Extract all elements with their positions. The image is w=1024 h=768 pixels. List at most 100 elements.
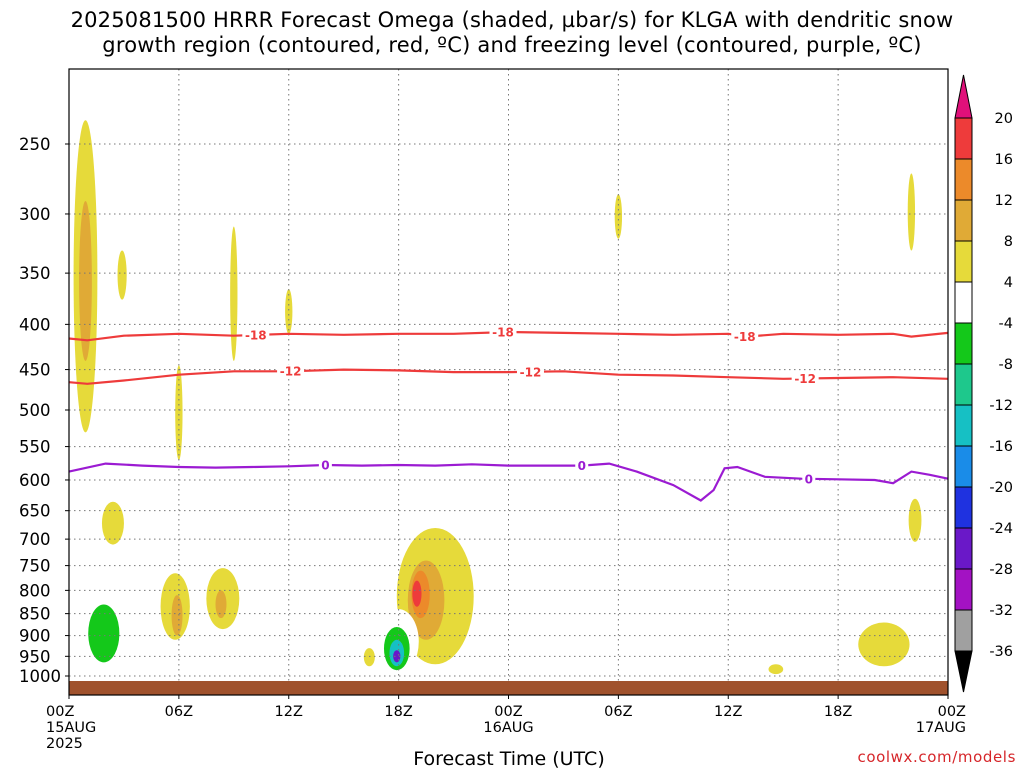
y-tick-label-900: 900	[19, 627, 51, 646]
contours: -18 -18 -18 -12 -12 -12 0 0 0	[68, 325, 949, 502]
contour-label-2-1: 0	[578, 459, 586, 473]
colorbar-segment-3	[954, 240, 973, 283]
x-axis-title: Forecast Time (UTC)	[413, 748, 604, 768]
contour-label-bg	[802, 471, 816, 486]
colorbar-segment-7	[954, 404, 973, 447]
omega-area-4	[285, 289, 293, 334]
colorbar-segment-9	[954, 486, 973, 529]
contour-line-2	[68, 462, 949, 502]
colorbar-under-arrow	[954, 650, 973, 693]
omega-area-15	[261, 613, 280, 657]
contour-label-0-1: -18	[492, 326, 514, 340]
colorbar-label-9: -20	[989, 480, 1013, 496]
terrain-surface	[69, 681, 948, 695]
x-tick-label-12-0: 12Z	[275, 704, 303, 720]
omega-area-31	[768, 664, 784, 675]
contour-label-0-0: -18	[245, 328, 267, 342]
colorbar-segment-12	[954, 609, 973, 652]
colorbar-label-12: -32	[989, 603, 1013, 619]
omega-shading	[73, 120, 952, 679]
contour-label-bg	[318, 457, 332, 472]
colorbar-segment-1	[954, 158, 973, 201]
y-tick-label-850: 850	[19, 605, 51, 624]
omega-area-32	[858, 622, 910, 667]
x-tick-label-0-0: 00Z	[46, 704, 74, 720]
x-tick-label-36-0: 12Z	[714, 704, 742, 720]
colorbar-over-arrow	[954, 74, 973, 119]
contour-label-bg	[575, 458, 589, 473]
omega-area-27	[481, 648, 504, 673]
omega-area-25	[352, 609, 364, 623]
colorbar-label-5: -4	[999, 316, 1013, 332]
x-tick-label-6-0: 06Z	[165, 704, 193, 720]
omega-area-8	[88, 604, 120, 663]
contour-label-bg	[516, 364, 544, 379]
omega-area-26	[363, 648, 375, 667]
x-tick-label-30-0: 06Z	[604, 704, 632, 720]
omega-area-12	[215, 590, 227, 619]
colorbar-label-11: -28	[989, 562, 1013, 578]
y-tick-label-350: 350	[19, 264, 51, 283]
y-tick-label-700: 700	[19, 530, 51, 549]
x-tick-label-0-2: 2025	[46, 736, 83, 752]
colorbar-segment-5	[954, 322, 973, 365]
omega-area-30	[614, 194, 623, 239]
contour-label-bg	[731, 329, 759, 344]
y-tick-label-600: 600	[19, 471, 51, 490]
chart-title-line-1: 2025081500 HRRR Forecast Omega (shaded, …	[70, 8, 954, 32]
colorbar-segment-4	[954, 281, 973, 324]
contour-label-1-0: -12	[280, 365, 302, 379]
colorbar-segment-0	[954, 117, 973, 160]
x-tick-label-24-0: 00Z	[494, 704, 522, 720]
omega-area-20	[412, 580, 422, 607]
colorbar-label-4: 4	[1004, 275, 1013, 291]
contour-line-0	[68, 330, 949, 342]
y-tick-label-400: 400	[19, 315, 51, 334]
y-tick-label-800: 800	[19, 581, 51, 600]
colorbar-label-1: 16	[995, 152, 1013, 168]
colorbar-segment-6	[954, 363, 973, 406]
colorbar-label-2: 12	[995, 193, 1013, 209]
credit-text: coolwx.com/models	[858, 748, 1017, 766]
omega-area-13	[138, 648, 168, 673]
omega-area-5	[175, 365, 183, 461]
y-tick-label-750: 750	[19, 557, 51, 576]
contour-label-1-2: -12	[794, 372, 816, 386]
omega-area-6	[101, 501, 124, 545]
contour-label-bg	[489, 325, 517, 340]
x-tick-label-18-0: 18Z	[384, 704, 412, 720]
y-tick-label-450: 450	[19, 361, 51, 380]
omega-area-3	[230, 226, 238, 361]
omega-area-29	[598, 626, 621, 663]
omega-area-33	[875, 283, 882, 320]
colorbar-label-6: -8	[999, 357, 1013, 373]
contour-label-bg	[791, 371, 819, 386]
x-tick-label-0-1: 15AUG	[46, 720, 96, 736]
x-tick-label-24-1: 16AUG	[483, 720, 533, 736]
colorbar: 20 16 12 8 4 -4 -8 -12 -16 -20 -24 -28 -32 -36	[954, 74, 1013, 693]
chart-title-line-2: growth region (contoured, red, ºC) and f…	[102, 33, 922, 57]
omega-area-35	[908, 498, 922, 542]
omega-area-14	[189, 666, 205, 675]
contour-label-bg	[242, 327, 270, 342]
colorbar-label-10: -24	[989, 521, 1013, 537]
contour-label-bg	[277, 364, 305, 379]
contour-label-1-1: -12	[520, 365, 542, 379]
colorbar-segment-8	[954, 445, 973, 488]
x-tick-label-42-0: 18Z	[824, 704, 852, 720]
x-tick-label-48-1: 17AUG	[916, 720, 966, 736]
y-tick-label-300: 300	[19, 205, 51, 224]
colorbar-label-13: -36	[989, 644, 1013, 660]
colorbar-segment-2	[954, 199, 973, 242]
y-tick-label-1000: 1000	[19, 667, 61, 686]
y-tick-label-550: 550	[19, 438, 51, 457]
contour-label-2-2: 0	[805, 472, 813, 486]
omega-area-28	[514, 613, 521, 632]
contour-label-2-0: 0	[321, 458, 329, 472]
y-tick-label-650: 650	[19, 502, 51, 521]
omega-area-10	[171, 595, 183, 636]
colorbar-label-8: -16	[989, 439, 1013, 455]
y-tick-label-500: 500	[19, 401, 51, 420]
colorbar-segment-11	[954, 568, 973, 611]
